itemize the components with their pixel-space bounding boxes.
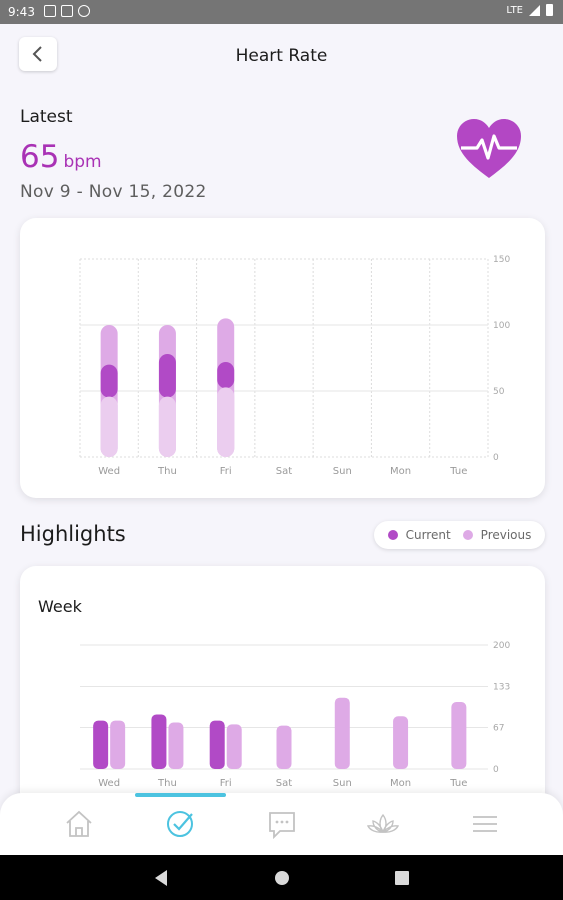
y-tick-label: 133: [493, 683, 510, 693]
bar-current-range: [217, 361, 235, 389]
legend-current: Current: [387, 528, 451, 542]
y-tick-label: 67: [493, 723, 504, 733]
bar-previous: [168, 722, 184, 769]
chevron-left-icon: [32, 46, 42, 62]
bar-previous: [451, 702, 467, 769]
latest-label: Latest: [20, 107, 73, 127]
y-tick-label: 200: [493, 641, 510, 651]
bar-previous-lower-overlay: [217, 387, 235, 457]
previous-dot-icon: [462, 530, 473, 540]
legend-previous: Previous: [462, 528, 532, 542]
latest-number: 65: [20, 139, 60, 175]
back-triangle-icon[interactable]: [153, 869, 169, 887]
bar-previous: [276, 725, 292, 769]
x-tick-label: Tue: [449, 778, 467, 789]
bar-previous: [393, 716, 409, 769]
x-tick-label: Mon: [390, 778, 411, 789]
x-tick-label: Tue: [449, 466, 467, 477]
y-tick-label: 150: [493, 255, 510, 265]
x-tick-label: Sun: [333, 778, 352, 789]
bar-previous: [110, 720, 126, 769]
x-tick-label: Sat: [276, 466, 292, 477]
bottom-nav: [0, 793, 563, 855]
highlights-title: Highlights: [20, 522, 126, 546]
bar-current: [151, 714, 167, 769]
x-tick-label: Fri: [220, 778, 232, 789]
bar-previous: [226, 724, 242, 769]
bar-current: [93, 720, 109, 769]
x-tick-label: Thu: [157, 778, 177, 789]
notification-icons: [44, 5, 90, 17]
status-time: 9:43: [8, 5, 35, 19]
system-navigation-bar: [0, 855, 563, 900]
y-tick-label: 0: [493, 765, 499, 775]
date-range: Nov 9 - Nov 15, 2022: [20, 182, 207, 202]
lotus-icon[interactable]: [366, 807, 400, 841]
x-tick-label: Sun: [333, 466, 352, 477]
heart-rate-range-card: 150 100 50 0 Wed Thu Fri Sat Sun Mon Tue: [20, 218, 545, 498]
y-tick-label: 100: [493, 321, 510, 331]
bar-current-range: [100, 364, 118, 398]
y-tick-label: 0: [493, 453, 499, 463]
latest-unit: bpm: [63, 152, 102, 172]
status-right: LTE: [506, 4, 553, 16]
active-tab-indicator: [135, 793, 226, 797]
back-button[interactable]: [19, 37, 57, 71]
notification-icon: [44, 5, 56, 17]
week-card: Week 200 133 67 0 Wed Thu Fri Sat Sun Mon Tue: [20, 566, 545, 826]
recents-square-icon[interactable]: [394, 869, 410, 887]
bar-current: [209, 720, 225, 769]
notification-icon: [61, 5, 73, 17]
x-tick-label: Sat: [276, 778, 292, 789]
home-circle-icon[interactable]: [273, 869, 291, 887]
status-bar: 9:43 LTE: [0, 0, 563, 24]
menu-icon[interactable]: [468, 807, 502, 841]
check-circle-icon[interactable]: [163, 807, 197, 841]
latest-value: 65 bpm: [20, 139, 102, 175]
page-title: Heart Rate: [235, 46, 328, 66]
x-tick-label: Fri: [220, 466, 232, 477]
signal-icon: [529, 4, 540, 16]
x-tick-label: Wed: [98, 778, 120, 789]
chart-legend: Current Previous: [374, 521, 545, 549]
home-icon[interactable]: [62, 807, 96, 841]
battery-icon: [546, 4, 553, 16]
week-bar-chart: 200 133 67 0 Wed Thu Fri Sat Sun Mon Tue: [80, 641, 510, 789]
bar-previous: [334, 697, 350, 769]
heart-pulse-icon: [457, 119, 521, 178]
week-title: Week: [38, 597, 82, 616]
bar-current-range: [158, 354, 176, 398]
notification-icon: [78, 5, 90, 17]
bar-previous-lower-overlay: [158, 396, 176, 457]
legend-current-label: Current: [405, 528, 451, 542]
x-tick-label: Thu: [157, 466, 177, 477]
legend-previous-label: Previous: [480, 528, 532, 542]
network-type: LTE: [506, 4, 523, 16]
heart-rate-range-chart: 150 100 50 0 Wed Thu Fri Sat Sun Mon Tue: [79, 255, 510, 477]
x-tick-label: Wed: [98, 466, 120, 477]
bar-previous-lower-overlay: [100, 396, 118, 457]
chat-icon[interactable]: [265, 807, 299, 841]
y-tick-label: 50: [493, 387, 505, 397]
current-dot-icon: [387, 530, 398, 540]
x-tick-label: Mon: [390, 466, 411, 477]
